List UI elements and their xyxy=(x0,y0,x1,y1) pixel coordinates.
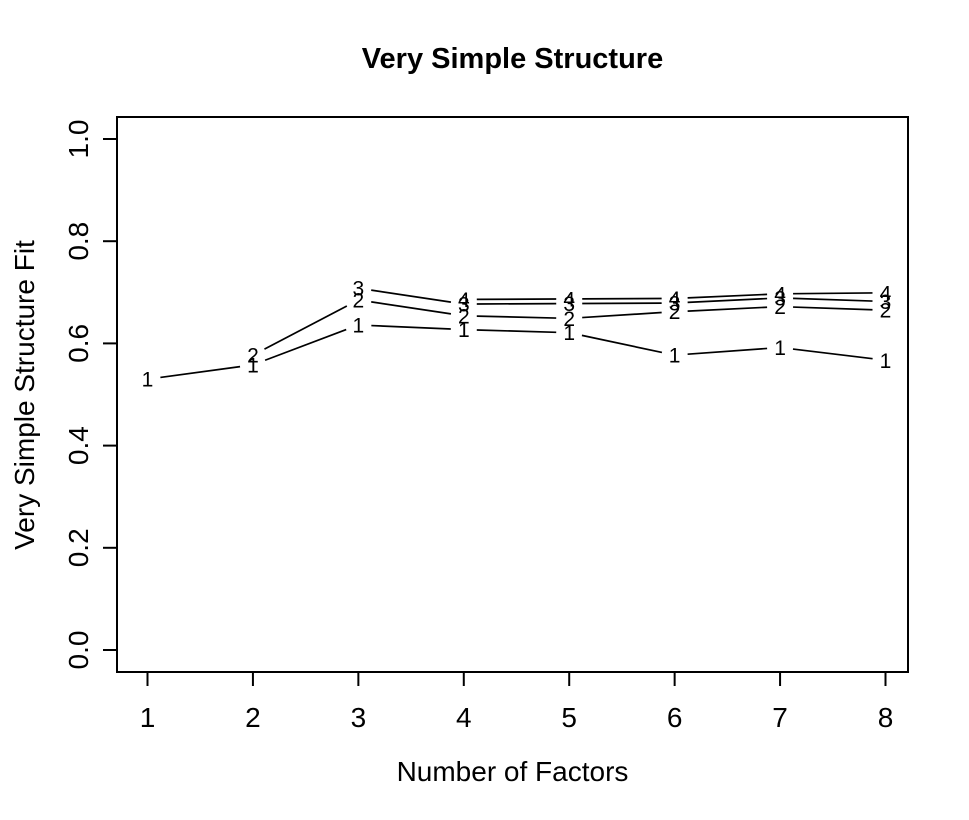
series-3-point-label: 3 xyxy=(880,291,892,314)
x-tick-label: 5 xyxy=(561,702,577,733)
series-3-point-label: 3 xyxy=(458,294,470,317)
series-1-point-label: 1 xyxy=(774,337,786,360)
series-1-point-label: 1 xyxy=(142,369,154,392)
x-tick-label: 7 xyxy=(772,702,788,733)
series-2-point-label: 2 xyxy=(563,308,575,331)
x-tick-label: 4 xyxy=(456,702,472,733)
series-1-segment xyxy=(160,365,241,379)
x-tick-label: 1 xyxy=(140,702,156,733)
series-1-point-label: 1 xyxy=(563,322,575,345)
series-2-point-label: 2 xyxy=(669,301,681,324)
series-3-point-label: 3 xyxy=(669,293,681,316)
series-1-point-label: 1 xyxy=(880,350,892,373)
y-tick-label: 0.0 xyxy=(63,631,94,670)
series-1-segment xyxy=(581,334,663,354)
series-2-segment xyxy=(371,301,452,315)
series-2-segment xyxy=(264,305,348,350)
series-2-point-label: 2 xyxy=(247,345,259,368)
series-1-segment xyxy=(371,324,451,330)
series-2-segment xyxy=(793,306,873,311)
series-2-segment xyxy=(476,315,557,319)
series-1-point-label: 1 xyxy=(247,354,259,377)
series-2-point-label: 2 xyxy=(458,305,470,328)
series-1-segment xyxy=(792,348,873,360)
series-3-segment xyxy=(793,297,873,302)
y-tick-label: 1.0 xyxy=(63,120,94,159)
series-4-point-label: 4 xyxy=(458,289,470,312)
x-tick-label: 6 xyxy=(667,702,683,733)
series-2-segment xyxy=(687,306,768,312)
y-tick-label: 0.8 xyxy=(63,222,94,261)
series-1-point-label: 1 xyxy=(458,319,470,342)
x-tick-label: 2 xyxy=(245,702,261,733)
y-axis-title: Very Simple Structure Fit xyxy=(9,240,40,550)
x-tick-label: 8 xyxy=(878,702,894,733)
series-1-point-label: 1 xyxy=(353,315,365,338)
x-tick-label: 3 xyxy=(351,702,367,733)
series-4-segment xyxy=(687,293,768,299)
series-2-point-label: 2 xyxy=(774,296,786,319)
plot-border xyxy=(116,116,909,673)
y-tick-label: 0.2 xyxy=(63,528,94,567)
series-4-point-label: 4 xyxy=(563,288,575,311)
series-2-point-label: 2 xyxy=(353,289,365,312)
series-1-segment xyxy=(687,347,768,356)
chart-title: Very Simple Structure xyxy=(361,43,664,75)
series-4-point-label: 4 xyxy=(774,283,786,306)
y-tick-label: 0.4 xyxy=(63,426,94,465)
y-tick-label: 0.6 xyxy=(63,324,94,363)
series-1-segment xyxy=(476,329,557,334)
series-2-point-label: 2 xyxy=(880,300,892,323)
series-1-point-label: 1 xyxy=(669,345,681,368)
series-3-point-label: 3 xyxy=(353,278,365,301)
series-4-point-label: 4 xyxy=(880,282,892,305)
series-3-segment xyxy=(371,289,452,303)
series-2-segment xyxy=(582,311,662,319)
x-axis-title: Number of Factors xyxy=(396,756,629,787)
series-3-point-label: 3 xyxy=(563,293,575,316)
series-4-segment xyxy=(793,292,873,295)
series-4-point-label: 4 xyxy=(669,288,681,311)
series-3-segment xyxy=(687,297,768,304)
series-3-point-label: 3 xyxy=(774,287,786,310)
series-1-segment xyxy=(264,328,347,362)
